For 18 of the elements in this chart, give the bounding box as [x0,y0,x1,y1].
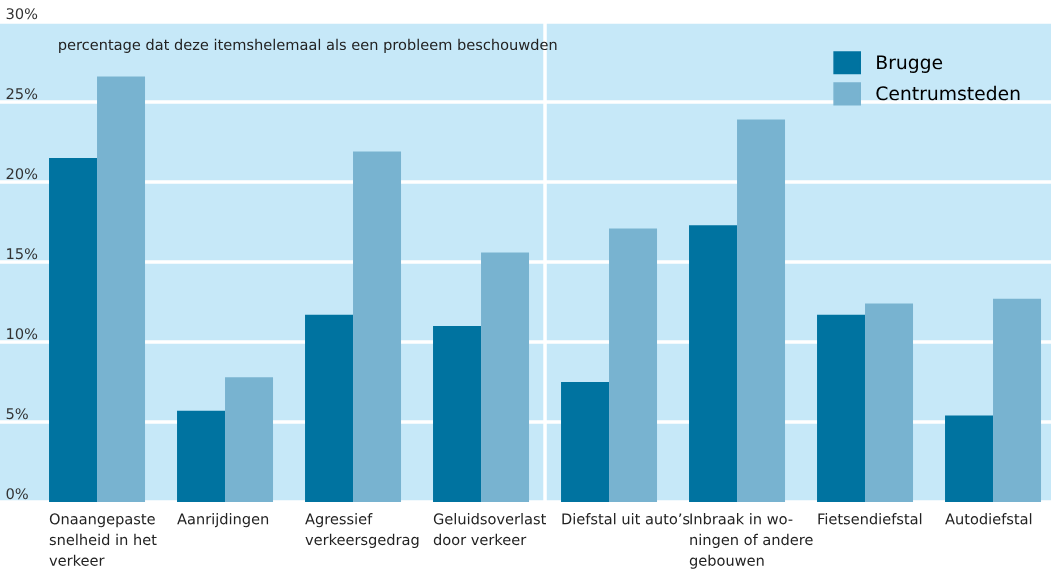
x-tick-label: Geluidsoverlast door verkeer [433,513,546,546]
x-tick-label: Aanrijdingen [177,513,269,528]
y-tick-label: 30% [6,8,38,20]
y-tick-label: 25% [6,88,38,100]
x-tick-label: Fietsendiefstal [818,513,922,525]
x-tick-label: Diefstal uit auto’s [562,513,690,525]
legend-label: Brugge [877,55,943,73]
y-tick-label: 15% [7,248,38,260]
y-tick-label: 20% [6,168,38,180]
y-tick-label: 10% [7,328,38,340]
text: percentage dat deze itemshelemaal als een probleem beschouwden [59,38,557,53]
legend-label: Centrumsteden [876,85,1020,101]
y-tick-label: 5% [6,408,28,420]
x-tick-label: Inbraak in wo- ningen of andere gebouwen [689,513,813,569]
y-tick-label: 0% [6,488,28,500]
x-tick-label: Onaangepaste snelheid in het verkeer [49,513,157,566]
x-tick-label: Agressief verkeersgedrag [305,513,419,548]
x-tick-label: Autodiefstal [945,513,1032,525]
